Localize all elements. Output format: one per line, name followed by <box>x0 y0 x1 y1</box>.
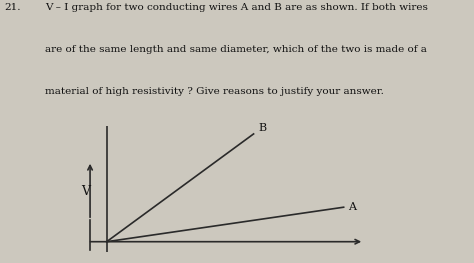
Text: 21.: 21. <box>5 3 21 12</box>
Text: A: A <box>348 202 356 212</box>
Text: are of the same length and same diameter, which of the two is made of a: are of the same length and same diameter… <box>45 45 427 54</box>
Text: material of high resistivity ? Give reasons to justify your answer.: material of high resistivity ? Give reas… <box>45 87 384 96</box>
Text: V – I graph for two conducting wires A and B are as shown. If both wires: V – I graph for two conducting wires A a… <box>45 3 428 12</box>
Text: B: B <box>258 123 266 133</box>
Text: V: V <box>81 185 90 198</box>
